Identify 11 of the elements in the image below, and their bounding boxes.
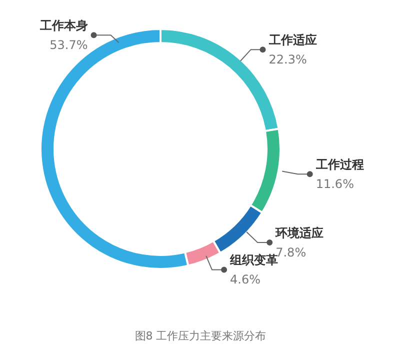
slice-label: 环境适应 [274,226,324,240]
data-label: 11.6% [316,176,354,191]
slice-label: 工作过程 [314,157,364,172]
slice-label: 工作本身 [38,18,88,32]
data-label: 53.7% [50,38,88,52]
slice-label: 工作适应 [268,32,317,47]
caption: 图8 工作压力主要来源分布 [134,330,266,342]
data-label: 22.3% [268,52,307,66]
data-label: 7.8% [276,245,306,260]
slice-label: 组织变革 [229,252,278,267]
data-label: 4.6% [230,272,261,287]
